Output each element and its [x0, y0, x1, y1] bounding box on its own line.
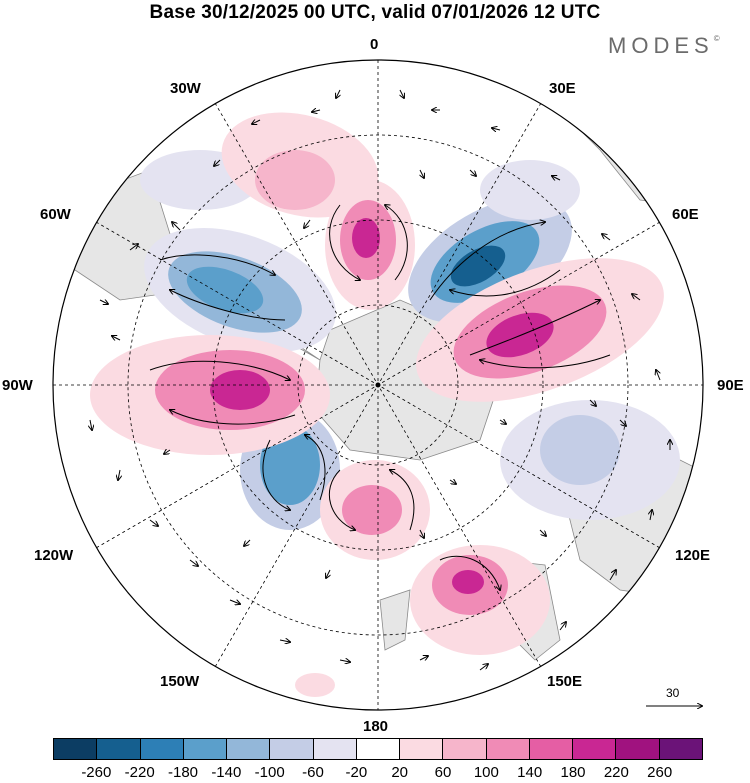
colorbar-segment: [182, 739, 227, 759]
south-pole-marker: [375, 382, 381, 388]
lon-label-150e: 150E: [547, 673, 583, 690]
lon-label-30e: 30E: [549, 80, 576, 97]
lon-label-180: 180: [363, 718, 389, 735]
colorbar-segment: [54, 739, 97, 759]
colorbar-tick-label: -180: [167, 764, 199, 781]
lon-label-0: 0: [370, 36, 379, 53]
lon-label-120w: 120W: [34, 547, 74, 564]
colorbar-tick-label: 220: [603, 764, 629, 781]
colorbar-tick-label: -140: [211, 764, 242, 781]
colorbar-segment: [442, 739, 486, 759]
vector-scale-value: 30: [666, 686, 680, 700]
colorbar-segment: [485, 739, 529, 759]
colorbar-tick-label: -100: [254, 764, 285, 781]
colorbar-segment: [658, 739, 702, 759]
colorbar-ticks: -260 -220 -180 -140 -100 -60 -20 20 60 100 140 180 2…: [0, 764, 750, 782]
colorbar-segment: [355, 739, 400, 759]
brand-name: MODES: [608, 33, 714, 58]
colorbar-segment: [572, 739, 616, 759]
lon-label-90w: 90W: [2, 377, 33, 394]
colorbar-segment: [399, 739, 443, 759]
map-title: Base 30/12/2025 00 UTC, valid 07/01/2026…: [149, 2, 601, 23]
modes-logo: MODES©: [608, 33, 720, 59]
lon-label-60w: 60W: [40, 206, 71, 223]
lon-label-90e: 90E: [717, 377, 744, 394]
lon-label-30w: 30W: [170, 80, 201, 97]
colorbar-tick-label: 60: [434, 764, 452, 781]
wind-vectors: [90, 89, 670, 671]
colorbar-tick-label: 180: [560, 764, 586, 781]
colorbar-tick-label: 20: [391, 764, 408, 781]
colorbar-tick-label: -220: [124, 764, 155, 781]
colorbar-segment: [139, 739, 183, 759]
colorbar-segment: [615, 739, 659, 759]
colorbar-segment: [226, 739, 270, 759]
colorbar-segment: [528, 739, 573, 759]
colorbar-segment: [96, 739, 140, 759]
vector-scale: 30: [646, 686, 706, 716]
colorbar-tick-label: 260: [647, 764, 673, 781]
colorbar-tick-label: -20: [345, 764, 368, 781]
colorbar-tick-label: -260: [81, 764, 112, 781]
map-boundary: [52, 59, 704, 711]
colorbar-tick-label: 100: [473, 764, 499, 781]
lon-label-120e: 120E: [675, 547, 711, 564]
lon-label-60e: 60E: [672, 206, 699, 223]
colorbar-tick-label: -60: [302, 764, 324, 781]
anomaly-field: [53, 60, 703, 710]
colorbar-segment: [312, 739, 356, 759]
colorbar-tick-label: 140: [517, 764, 543, 781]
brand-mark: ©: [713, 33, 720, 43]
colorbar: [53, 738, 703, 760]
colorbar-segment: [269, 739, 313, 759]
lon-label-150w: 150W: [160, 673, 200, 690]
